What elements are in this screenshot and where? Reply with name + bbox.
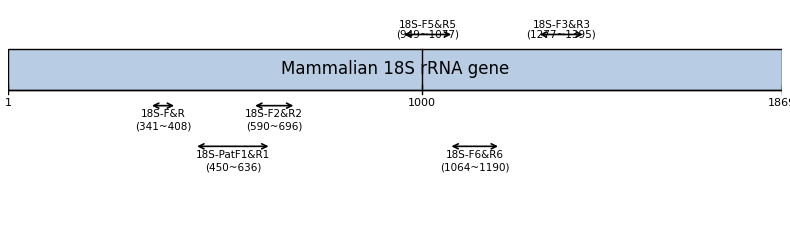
Bar	[8, 49, 782, 90]
Text: 18S-F3&R3: 18S-F3&R3	[532, 20, 590, 30]
Text: 18S-F6&R6: 18S-F6&R6	[446, 150, 504, 160]
Text: (1064~1190): (1064~1190)	[440, 162, 510, 172]
Text: 18S-F5&R5: 18S-F5&R5	[398, 20, 457, 30]
Text: 18S-F2&R2: 18S-F2&R2	[245, 109, 303, 119]
Text: (450~636): (450~636)	[205, 162, 261, 172]
Text: (1277~1395): (1277~1395)	[526, 30, 596, 40]
Text: (949~1077): (949~1077)	[396, 30, 459, 40]
Text: (341~408): (341~408)	[135, 122, 191, 132]
Text: 18S-PatF1&R1: 18S-PatF1&R1	[196, 150, 270, 160]
Text: 1869: 1869	[768, 98, 790, 108]
Text: 18S-F&R: 18S-F&R	[141, 109, 186, 119]
Text: 1: 1	[5, 98, 12, 108]
Text: (590~696): (590~696)	[246, 122, 303, 132]
Text: Mammalian 18S rRNA gene: Mammalian 18S rRNA gene	[281, 60, 509, 78]
Text: 1000: 1000	[408, 98, 436, 108]
